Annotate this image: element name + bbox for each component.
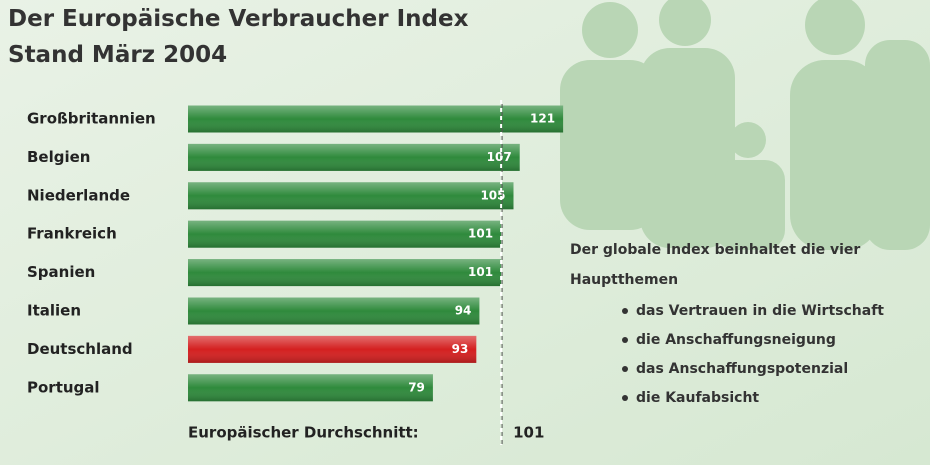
title: Stand März 2004 xyxy=(8,42,227,68)
bar-sheen xyxy=(188,335,477,363)
category-label: Deutschland xyxy=(27,340,133,358)
bar-sheen xyxy=(188,259,502,287)
bar-sheen xyxy=(188,182,514,210)
category-label: Niederlande xyxy=(27,186,130,204)
bar-sheen xyxy=(188,143,520,171)
bar-sheen xyxy=(188,374,433,402)
note-item: die Kaufabsicht xyxy=(636,390,759,406)
bar-sheen xyxy=(188,297,480,325)
silhouettes xyxy=(560,0,930,250)
value-label: 121 xyxy=(530,112,555,126)
value-label: 105 xyxy=(480,188,505,202)
bullet xyxy=(622,308,628,314)
category-label: Spanien xyxy=(27,263,95,281)
title: Der Europäische Verbraucher Index xyxy=(8,6,469,32)
value-label: 93 xyxy=(452,342,469,356)
category-label: Portugal xyxy=(27,378,100,396)
note-item: das Vertrauen in die Wirtschaft xyxy=(636,303,884,319)
bullet xyxy=(622,366,628,372)
note-line: Hauptthemen xyxy=(570,272,678,288)
average-value: 101 xyxy=(513,424,544,442)
value-label: 94 xyxy=(455,304,472,318)
bar-sheen xyxy=(188,105,564,133)
note-item: das Anschaffungspotenzial xyxy=(636,361,848,377)
category-label: Frankreich xyxy=(27,225,117,243)
bar-sheen xyxy=(188,220,502,248)
note-heading: Der globale Index beinhaltet die vier Hau… xyxy=(570,242,860,288)
note-line: Der globale Index beinhaltet die vier xyxy=(570,242,860,258)
value-label: 101 xyxy=(468,227,493,241)
average-label: Europäischer Durchschnitt: xyxy=(188,424,419,442)
value-label: 101 xyxy=(468,265,493,279)
category-label: Belgien xyxy=(27,148,90,166)
bullet xyxy=(622,337,628,343)
bullet xyxy=(622,395,628,401)
value-label: 79 xyxy=(408,380,425,394)
category-label: Großbritannien xyxy=(27,110,156,128)
category-label: Italien xyxy=(27,302,81,320)
note-item: die Anschaffungsneigung xyxy=(636,332,836,348)
value-label: 107 xyxy=(487,150,512,164)
